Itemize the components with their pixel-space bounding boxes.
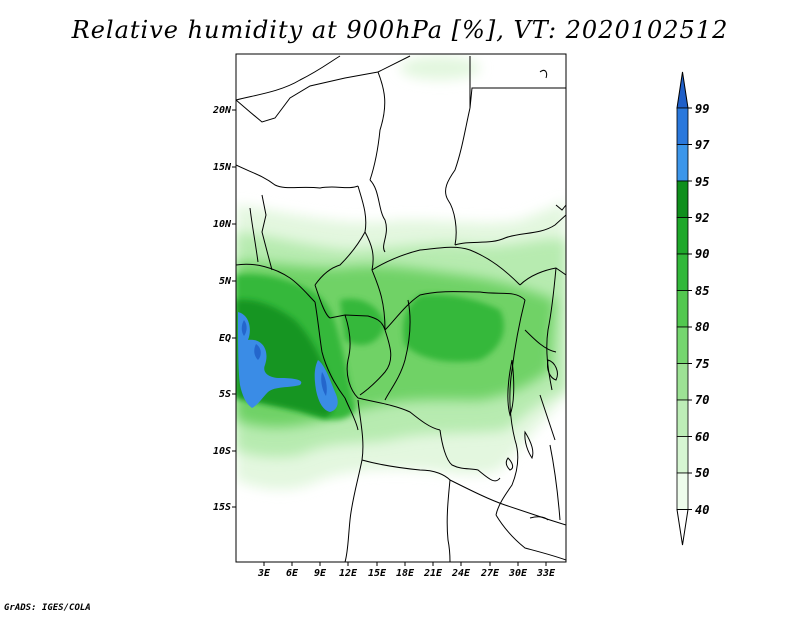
lon-label: 21E	[423, 568, 443, 579]
lon-label: 24E	[451, 568, 471, 579]
colorbar-label: 75	[695, 357, 709, 371]
colorbar-label: 97	[695, 138, 710, 152]
lat-label: EQ	[219, 333, 231, 344]
colorbar-label: 90	[695, 247, 709, 261]
colorbar-segment	[676, 253, 689, 291]
colorbar-label: 95	[695, 175, 709, 189]
lat-label: 10N	[213, 219, 232, 230]
colorbar-top-arrow	[676, 71, 689, 109]
lat-label: 5S	[219, 389, 231, 400]
lon-label: 12E	[339, 568, 358, 579]
lon-label: 27E	[480, 568, 500, 579]
lon-label: 30E	[508, 568, 528, 579]
colorbar-segment	[676, 326, 689, 364]
colorbar-bottom-arrow	[676, 509, 689, 546]
lat-label: 5N	[219, 276, 232, 287]
map-frame	[235, 53, 567, 563]
colorbar-label: 60	[695, 430, 709, 444]
lon-label: 3E	[257, 568, 271, 579]
lon-label: 9E	[314, 568, 327, 579]
lon-label: 18E	[396, 568, 415, 579]
colorbar-segment	[676, 144, 689, 182]
colorbar-segment	[676, 436, 689, 474]
chart-title: Relative humidity at 900hPa [%], VT: 202…	[71, 16, 729, 44]
country-borders	[236, 55, 566, 562]
humidity-field	[236, 56, 566, 490]
colorbar-label: 70	[695, 393, 709, 407]
colorbar-label: 40	[695, 503, 709, 517]
lat-label: 15S	[213, 502, 231, 513]
lon-label: 6E	[286, 568, 299, 579]
colorbar-segment	[676, 363, 689, 401]
colorbar-segments	[676, 71, 689, 546]
lat-label: 15N	[213, 162, 232, 173]
latitude-labels: 20N 15N 10N 5N EQ 5S 10S 15S	[212, 105, 232, 513]
colorbar-segment	[676, 107, 689, 145]
lat-label: 10S	[213, 446, 231, 457]
footer-credit: GrADS: IGES/COLA	[4, 603, 91, 613]
lon-label: 33E	[536, 568, 556, 579]
axis-ticks	[232, 109, 547, 566]
colorbar-segment	[676, 217, 689, 255]
colorbar: 99 97 95 92 90 85 80 75 70 60 50 40	[676, 71, 710, 546]
colorbar-segment	[676, 290, 689, 328]
colorbar-segment	[676, 399, 689, 437]
lat-label: 20N	[212, 105, 232, 116]
lon-label: 15E	[368, 568, 387, 579]
colorbar-segment	[676, 180, 689, 218]
colorbar-label: 92	[695, 211, 709, 225]
colorbar-label: 85	[695, 284, 709, 298]
colorbar-label: 80	[695, 320, 709, 334]
longitude-labels: 3E 6E 9E 12E 15E 18E 21E 24E 27E 30E 33E	[257, 568, 556, 579]
colorbar-label: 50	[695, 466, 709, 480]
colorbar-label: 99	[695, 102, 709, 116]
colorbar-segment	[676, 472, 689, 510]
